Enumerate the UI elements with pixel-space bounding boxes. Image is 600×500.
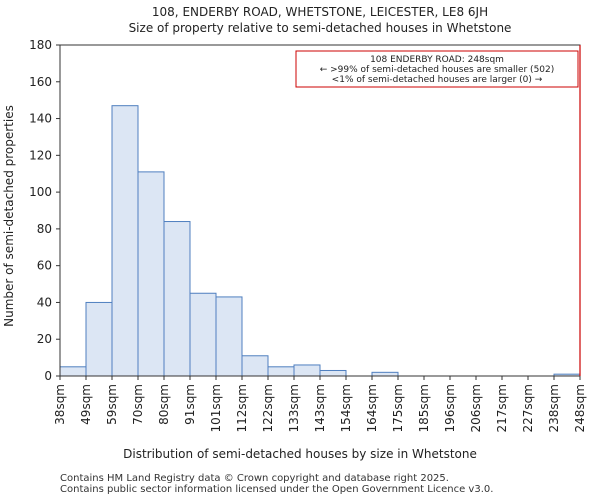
annotation-line1: 108 ENDERBY ROAD: 248sqm	[370, 55, 504, 65]
x-tick-label: 248sqm	[573, 384, 587, 432]
histogram-bar	[371, 371, 399, 377]
x-tick-label: 91sqm	[183, 384, 197, 425]
x-tick-label: 101sqm	[209, 384, 223, 432]
y-tick-label: 60	[37, 259, 52, 273]
y-tick-label: 100	[29, 185, 52, 199]
x-tick-label: 154sqm	[339, 384, 353, 432]
y-tick-label: 140	[29, 112, 52, 126]
x-tick-label: 227sqm	[521, 384, 535, 432]
histogram-bar	[111, 105, 139, 377]
x-tick-label: 122sqm	[261, 384, 275, 432]
histogram-bar	[293, 364, 321, 377]
x-tick-label: 238sqm	[547, 384, 561, 432]
histogram-bar	[267, 366, 295, 377]
x-tick-label: 164sqm	[365, 384, 379, 432]
histogram-bar	[215, 296, 243, 377]
histogram-bar	[85, 301, 113, 377]
histogram-bar	[163, 221, 191, 377]
x-tick-label: 217sqm	[495, 384, 509, 432]
footer-line2: Contains public sector information licen…	[60, 484, 494, 495]
y-tick-label: 180	[29, 38, 52, 52]
x-tick-label: 196sqm	[443, 384, 457, 432]
x-tick-label: 38sqm	[53, 384, 67, 425]
histogram-bar	[59, 366, 87, 377]
annotation-line2: ← >99% of semi-detached houses are small…	[320, 65, 555, 75]
x-tick-label: 80sqm	[157, 384, 171, 425]
histogram-bar	[319, 369, 347, 377]
y-tick-label: 20	[37, 332, 52, 346]
x-tick-label: 112sqm	[235, 384, 249, 432]
x-axis-label: Distribution of semi-detached houses by …	[123, 447, 477, 461]
x-tick-label: 185sqm	[417, 384, 431, 432]
annotation-line3: <1% of semi-detached houses are larger (…	[332, 75, 543, 85]
annotation-box	[295, 50, 579, 88]
y-tick-label: 0	[44, 369, 52, 383]
x-tick-label: 49sqm	[79, 384, 93, 425]
y-tick-label: 40	[37, 295, 52, 309]
y-axis-label: Number of semi-detached properties	[2, 105, 16, 327]
x-tick-label: 175sqm	[391, 384, 405, 432]
footer-line1: Contains HM Land Registry data © Crown c…	[60, 473, 449, 484]
y-tick-label: 160	[29, 75, 52, 89]
x-tick-label: 70sqm	[131, 384, 145, 425]
y-tick-label: 120	[29, 148, 52, 162]
x-tick-label: 59sqm	[105, 384, 119, 425]
y-tick-label: 80	[37, 222, 52, 236]
histogram-bar	[137, 171, 165, 377]
chart-title-line2: Size of property relative to semi-detach…	[129, 21, 512, 35]
x-tick-label: 143sqm	[313, 384, 327, 432]
histogram-bar	[241, 355, 269, 377]
x-tick-label: 206sqm	[469, 384, 483, 432]
chart-title-line1: 108, ENDERBY ROAD, WHETSTONE, LEICESTER,…	[152, 5, 488, 19]
histogram-bar	[189, 292, 217, 377]
x-tick-label: 133sqm	[287, 384, 301, 432]
